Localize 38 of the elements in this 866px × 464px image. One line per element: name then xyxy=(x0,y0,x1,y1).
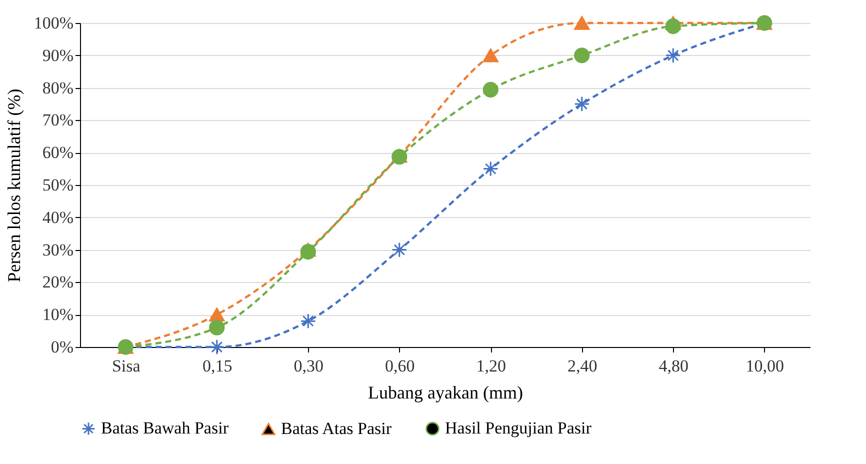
point xyxy=(209,308,225,322)
x-tick-label: 4,80 xyxy=(658,356,688,376)
point xyxy=(209,339,225,355)
point xyxy=(482,48,498,62)
y-tick-label: 60% xyxy=(42,143,74,162)
x-tick-label: 1,20 xyxy=(476,356,506,376)
x-tick-label: 0,30 xyxy=(294,356,324,376)
y-tick-label: 0% xyxy=(50,338,74,356)
point xyxy=(665,48,681,64)
legend-label: Hasil Pengujian Pasir xyxy=(445,418,592,438)
y-tick-label: 90% xyxy=(42,46,74,65)
point xyxy=(209,320,225,336)
x-axis-title: Lubang ayakan (mm) xyxy=(368,382,523,402)
x-tick-label: Sisa xyxy=(112,356,141,376)
x-tick-label: 2,40 xyxy=(568,356,598,376)
y-tick-label: 10% xyxy=(42,305,74,324)
x-tick-label: 0,60 xyxy=(385,356,415,376)
point xyxy=(574,16,590,30)
y-tick-label: 40% xyxy=(42,208,74,227)
y-tick-label: 30% xyxy=(42,240,74,260)
y-tick-label: 20% xyxy=(42,272,74,292)
point xyxy=(392,242,408,258)
legend-label: Batas Atas Pasir xyxy=(281,419,392,438)
y-tick-label: 50% xyxy=(42,176,74,194)
point xyxy=(300,313,316,329)
x-tick-label: 0,15 xyxy=(202,356,232,376)
y-tick-label: 100% xyxy=(34,14,74,32)
point xyxy=(665,18,681,34)
point xyxy=(574,96,590,112)
legend-label: Batas Bawah Pasir xyxy=(101,418,229,438)
point xyxy=(300,244,316,260)
x-tick-label: 10,00 xyxy=(746,356,784,376)
y-axis-title: Persen lolos kumulatif (%) xyxy=(4,88,24,282)
y-tick-label: 70% xyxy=(42,110,74,130)
point xyxy=(482,160,498,177)
point xyxy=(574,48,590,64)
y-tick-label: 80% xyxy=(42,78,74,98)
point xyxy=(482,82,498,98)
